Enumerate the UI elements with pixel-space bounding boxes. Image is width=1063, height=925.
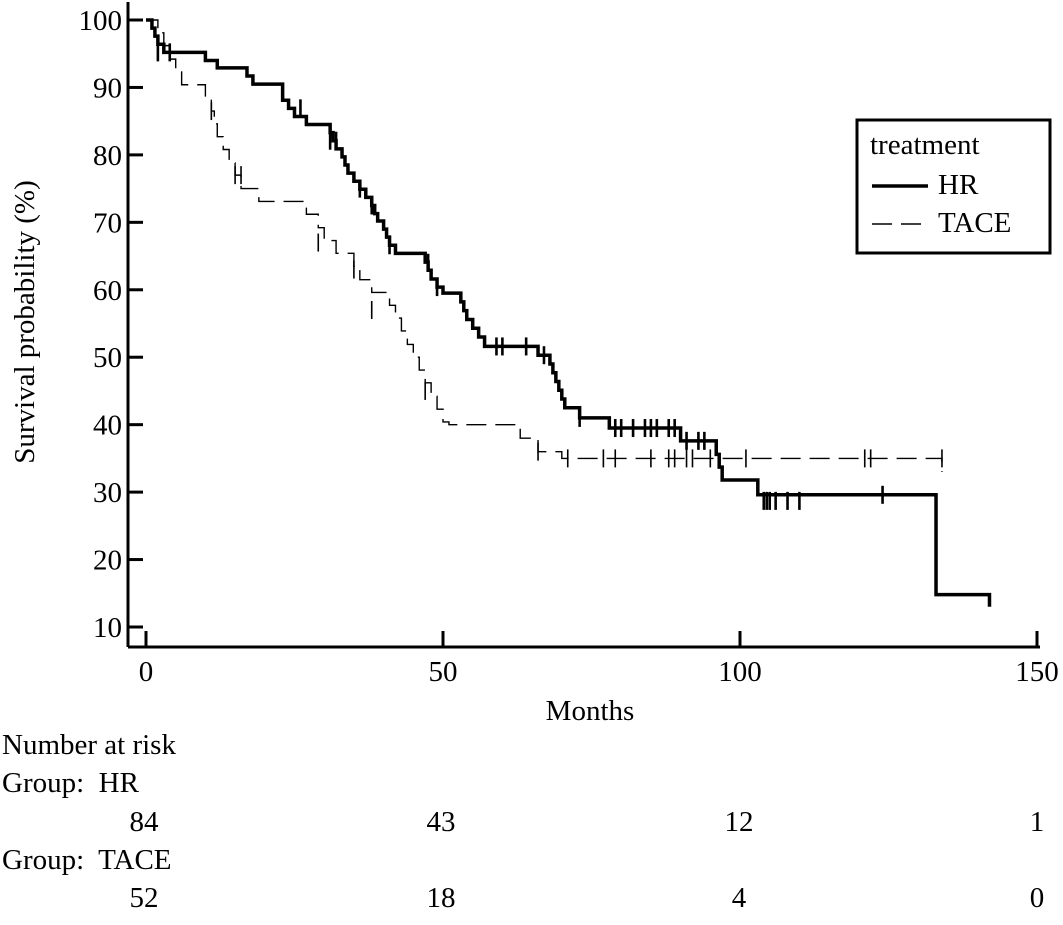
y-axis-label: Survival probability (%) [9, 180, 41, 464]
y-tick-label: 50 [93, 342, 122, 374]
y-tick-label: 70 [93, 207, 122, 239]
x-tick-label: 50 [429, 656, 458, 688]
y-tick-label: 100 [79, 5, 123, 37]
x-tick-label: 100 [718, 656, 762, 688]
legend-title: treatment [870, 129, 980, 161]
risk-count-hr-0: 84 [130, 806, 160, 838]
y-tick-label: 10 [93, 612, 122, 644]
risk-count-tace-50: 18 [427, 882, 456, 914]
legend-label-tace: TACE [938, 207, 1011, 239]
legend: treatment HR TACE [855, 118, 1052, 255]
risk-group-label-tace: Group: TACE [2, 844, 172, 876]
risk-count-hr-150: 1 [1030, 806, 1045, 838]
y-tick-label: 60 [93, 275, 122, 307]
legend-label-hr: HR [938, 169, 979, 201]
risk-count-tace-150: 0 [1030, 882, 1045, 914]
axes: 10 20 30 40 50 60 70 80 90 100 0 50 100 150 [79, 2, 1059, 688]
y-tick-label: 20 [93, 545, 122, 577]
risk-count-tace-0: 52 [130, 882, 159, 914]
x-axis-label: Months [546, 695, 635, 727]
risk-count-hr-100: 12 [725, 806, 754, 838]
risk-count-tace-100: 4 [732, 882, 747, 914]
risk-table-title: Number at risk [2, 729, 176, 761]
risk-count-hr-50: 43 [427, 806, 456, 838]
x-tick-label: 0 [139, 656, 154, 688]
curves [146, 18, 992, 607]
y-tick-label: 80 [93, 140, 122, 172]
series-line-hr [146, 18, 992, 607]
risk-table: Number at risk Group: HR 84 43 12 1 Grou… [2, 729, 1044, 914]
y-tick-label: 30 [93, 477, 122, 509]
series-line-tace [146, 19, 943, 472]
x-tick-label: 150 [1015, 656, 1059, 688]
risk-group-label-hr: Group: HR [2, 767, 140, 799]
y-tick-label: 90 [93, 72, 122, 104]
y-tick-label: 40 [93, 410, 122, 442]
